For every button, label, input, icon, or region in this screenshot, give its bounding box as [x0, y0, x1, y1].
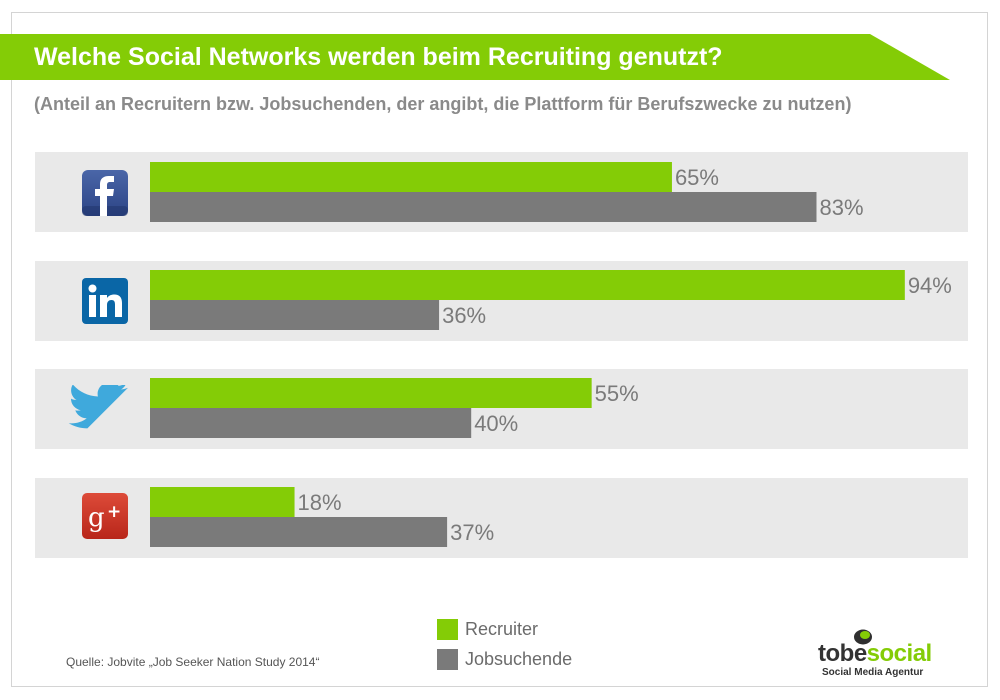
data-label-linkedin-jobsuchende: 36%	[442, 303, 486, 328]
logo-wordmark: tobesocial	[818, 641, 932, 667]
source-note: Quelle: Jobvite „Job Seeker Nation Study…	[66, 655, 320, 669]
bar-facebook-jobsuchende	[150, 192, 817, 222]
bar-twitter-recruiter	[150, 378, 592, 408]
bar-linkedin-recruiter	[150, 270, 905, 300]
legend-swatch-recruiter	[437, 619, 458, 640]
chart-title: Welche Social Networks werden beim Recru…	[34, 43, 723, 71]
bar-linkedin-jobsuchende	[150, 300, 440, 330]
data-label-google-plus-recruiter: 18%	[298, 490, 342, 515]
data-label-google-plus-jobsuchende: 37%	[450, 520, 494, 545]
chart-subtitle: (Anteil an Recruitern bzw. Jobsuchenden,…	[34, 94, 852, 114]
bar-facebook-recruiter	[150, 162, 672, 192]
data-label-twitter-jobsuchende: 40%	[474, 411, 518, 436]
chart-frame	[11, 12, 988, 687]
linkedin-icon	[82, 278, 128, 324]
logo-speech-ball-icon	[854, 629, 872, 645]
title-banner-shape	[0, 34, 950, 80]
google-plus-icon: g +	[82, 493, 128, 539]
legend-label-jobsuchende: Jobsuchende	[465, 649, 573, 669]
legend-label-recruiter: Recruiter	[465, 619, 539, 639]
twitter-icon	[68, 382, 130, 431]
data-label-twitter-recruiter: 55%	[595, 381, 639, 406]
svg-text:g: g	[88, 503, 105, 533]
title-banner: Welche Social Networks werden beim Recru…	[0, 34, 950, 80]
facebook-icon	[82, 170, 128, 216]
bar-twitter-jobsuchende	[150, 408, 472, 438]
tobesocial-logo: tobesocial Social Media Agentur	[818, 628, 932, 680]
logo-word-right: social	[866, 640, 933, 667]
data-label-facebook-jobsuchende: 83%	[819, 195, 863, 220]
data-label-linkedin-recruiter: 94%	[908, 273, 952, 298]
legend-swatch-jobsuchende	[437, 649, 458, 670]
logo-word-left: tobe	[818, 640, 867, 667]
data-label-facebook-recruiter: 65%	[675, 165, 719, 190]
bar-google-plus-jobsuchende	[150, 517, 448, 547]
svg-text:+: +	[107, 502, 121, 522]
logo-tagline: Social Media Agentur	[822, 667, 924, 678]
bar-google-plus-recruiter	[150, 487, 295, 517]
